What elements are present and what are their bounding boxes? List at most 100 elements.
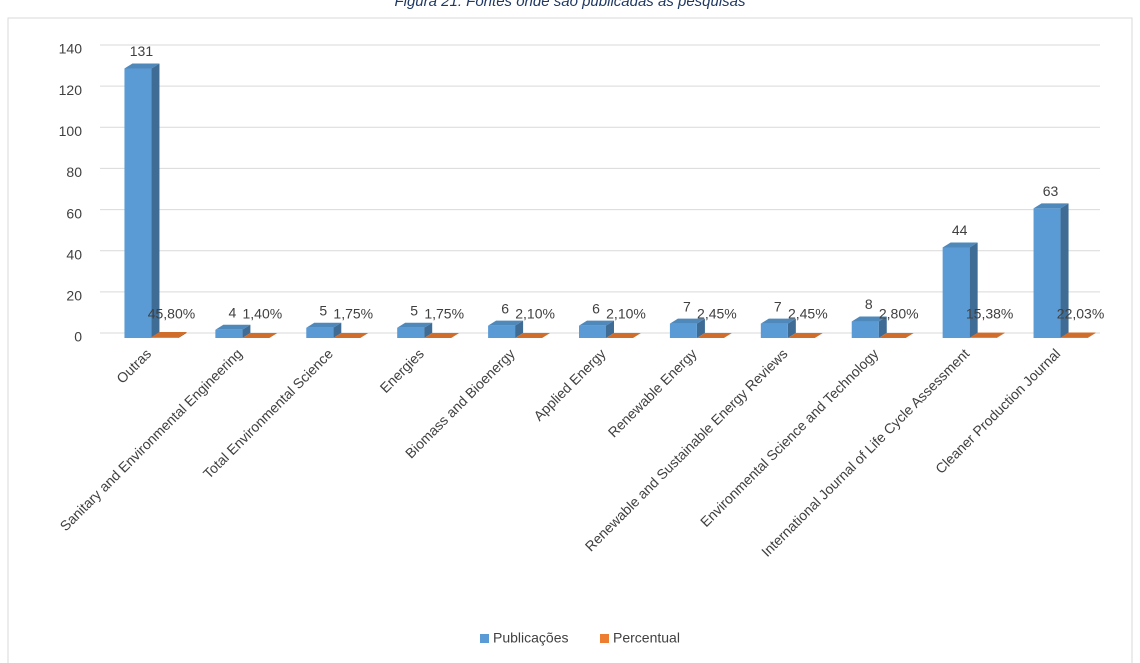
data-label: 1,75% <box>333 306 373 322</box>
bar-top-shade <box>579 320 614 326</box>
bar-side <box>1087 332 1096 338</box>
data-label: 63 <box>1043 183 1059 199</box>
chart-border <box>7 17 1133 663</box>
bar <box>579 325 606 338</box>
bar-side-shade <box>606 320 614 338</box>
bar <box>488 325 516 338</box>
bar-side-shade <box>542 332 551 338</box>
bar-side-shade <box>333 322 342 338</box>
bar-top-shade <box>942 242 978 248</box>
bar-side <box>633 332 641 338</box>
data-label: 7 <box>683 298 691 314</box>
bar-top-shade <box>696 332 732 338</box>
y-tick-label: 60 <box>66 205 82 221</box>
data-label: 1,40% <box>243 306 283 322</box>
bar-top-shade <box>969 332 1005 338</box>
data-label: 6 <box>592 300 600 316</box>
bar-top <box>579 320 614 326</box>
bar-side-shade <box>151 63 160 339</box>
bar-top <box>397 322 433 328</box>
bar-top <box>696 332 732 338</box>
bar-top-shade <box>760 318 796 324</box>
bar-top <box>424 332 460 338</box>
bar-top-shade <box>488 320 524 326</box>
legend-swatch <box>480 634 489 643</box>
bar-side-shade <box>451 332 460 338</box>
bar-side <box>333 322 342 338</box>
bar-side-shade <box>814 332 823 338</box>
bar-side <box>996 332 1005 338</box>
bar-top-shade <box>124 63 160 69</box>
x-tick-label: Environmental Science and Technology <box>697 345 881 529</box>
bar-side <box>242 324 251 338</box>
data-label: 22,03% <box>1057 306 1104 322</box>
bar <box>124 68 152 338</box>
bar-top <box>215 324 251 330</box>
x-tick-label: Applied Energy <box>530 345 608 423</box>
data-label: 2,45% <box>788 306 828 322</box>
bar-side <box>542 332 551 338</box>
bar <box>942 247 970 338</box>
bar-side <box>606 320 614 338</box>
bar-top <box>787 332 823 338</box>
bar-top <box>124 63 160 69</box>
y-tick-label: 100 <box>59 123 83 139</box>
bar-side-shade <box>1087 332 1096 338</box>
bar-side-shade <box>905 332 914 338</box>
bar <box>1033 208 1061 338</box>
bar-top-shade <box>787 332 823 338</box>
bar-top <box>878 332 914 338</box>
bar-side-shade <box>633 332 641 338</box>
bar-top-shade <box>151 332 187 338</box>
bar-top-shade <box>397 322 433 328</box>
data-label: 2,10% <box>515 306 555 322</box>
y-tick-label: 120 <box>59 82 83 98</box>
data-label: 131 <box>130 43 154 59</box>
bar-top <box>515 332 551 338</box>
bar <box>215 329 243 338</box>
bar-side-shade <box>515 320 524 338</box>
y-tick-label: 140 <box>59 41 83 57</box>
legend-label: Percentual <box>613 630 680 646</box>
data-label: 2,45% <box>697 306 737 322</box>
bar-side <box>424 322 433 338</box>
bar <box>397 327 425 338</box>
data-label: 44 <box>952 222 968 238</box>
bar-side-shade <box>1060 203 1069 338</box>
bar-top-shade <box>1033 203 1069 209</box>
bar-top <box>151 332 187 338</box>
bar-side-shade <box>424 322 433 338</box>
x-tick-label: Outras <box>113 345 154 386</box>
data-label: 1,75% <box>424 306 464 322</box>
bar-side <box>905 332 914 338</box>
bar <box>760 323 788 338</box>
bar-top-shade <box>606 332 641 338</box>
bar <box>669 323 697 338</box>
bar-side <box>696 318 705 338</box>
x-tick-label: Energies <box>377 345 427 395</box>
bar-top <box>851 316 887 322</box>
bar-top <box>942 242 978 248</box>
bar <box>306 327 334 338</box>
y-tick-label: 80 <box>66 164 82 180</box>
bar-top <box>760 318 796 324</box>
bar-side <box>151 63 160 339</box>
bar-side-shade <box>969 242 978 338</box>
bar-side <box>451 332 460 338</box>
bar-top-shade <box>215 324 251 330</box>
x-tick-label: Sanitary and Environmental Engineering <box>57 345 246 534</box>
bar-top <box>606 332 641 338</box>
x-tick-label: Renewable and Sustainable Energy Reviews <box>582 345 791 554</box>
bar-side <box>515 320 524 338</box>
bar-top <box>242 332 278 338</box>
bar-side-shade <box>878 316 887 338</box>
bar-top-shade <box>242 332 278 338</box>
bar <box>151 337 179 338</box>
data-label: 5 <box>319 302 327 318</box>
bar-side-shade <box>696 318 705 338</box>
y-tick-label: 20 <box>66 288 82 304</box>
bar-top-shade <box>333 332 369 338</box>
data-label: 6 <box>501 300 509 316</box>
